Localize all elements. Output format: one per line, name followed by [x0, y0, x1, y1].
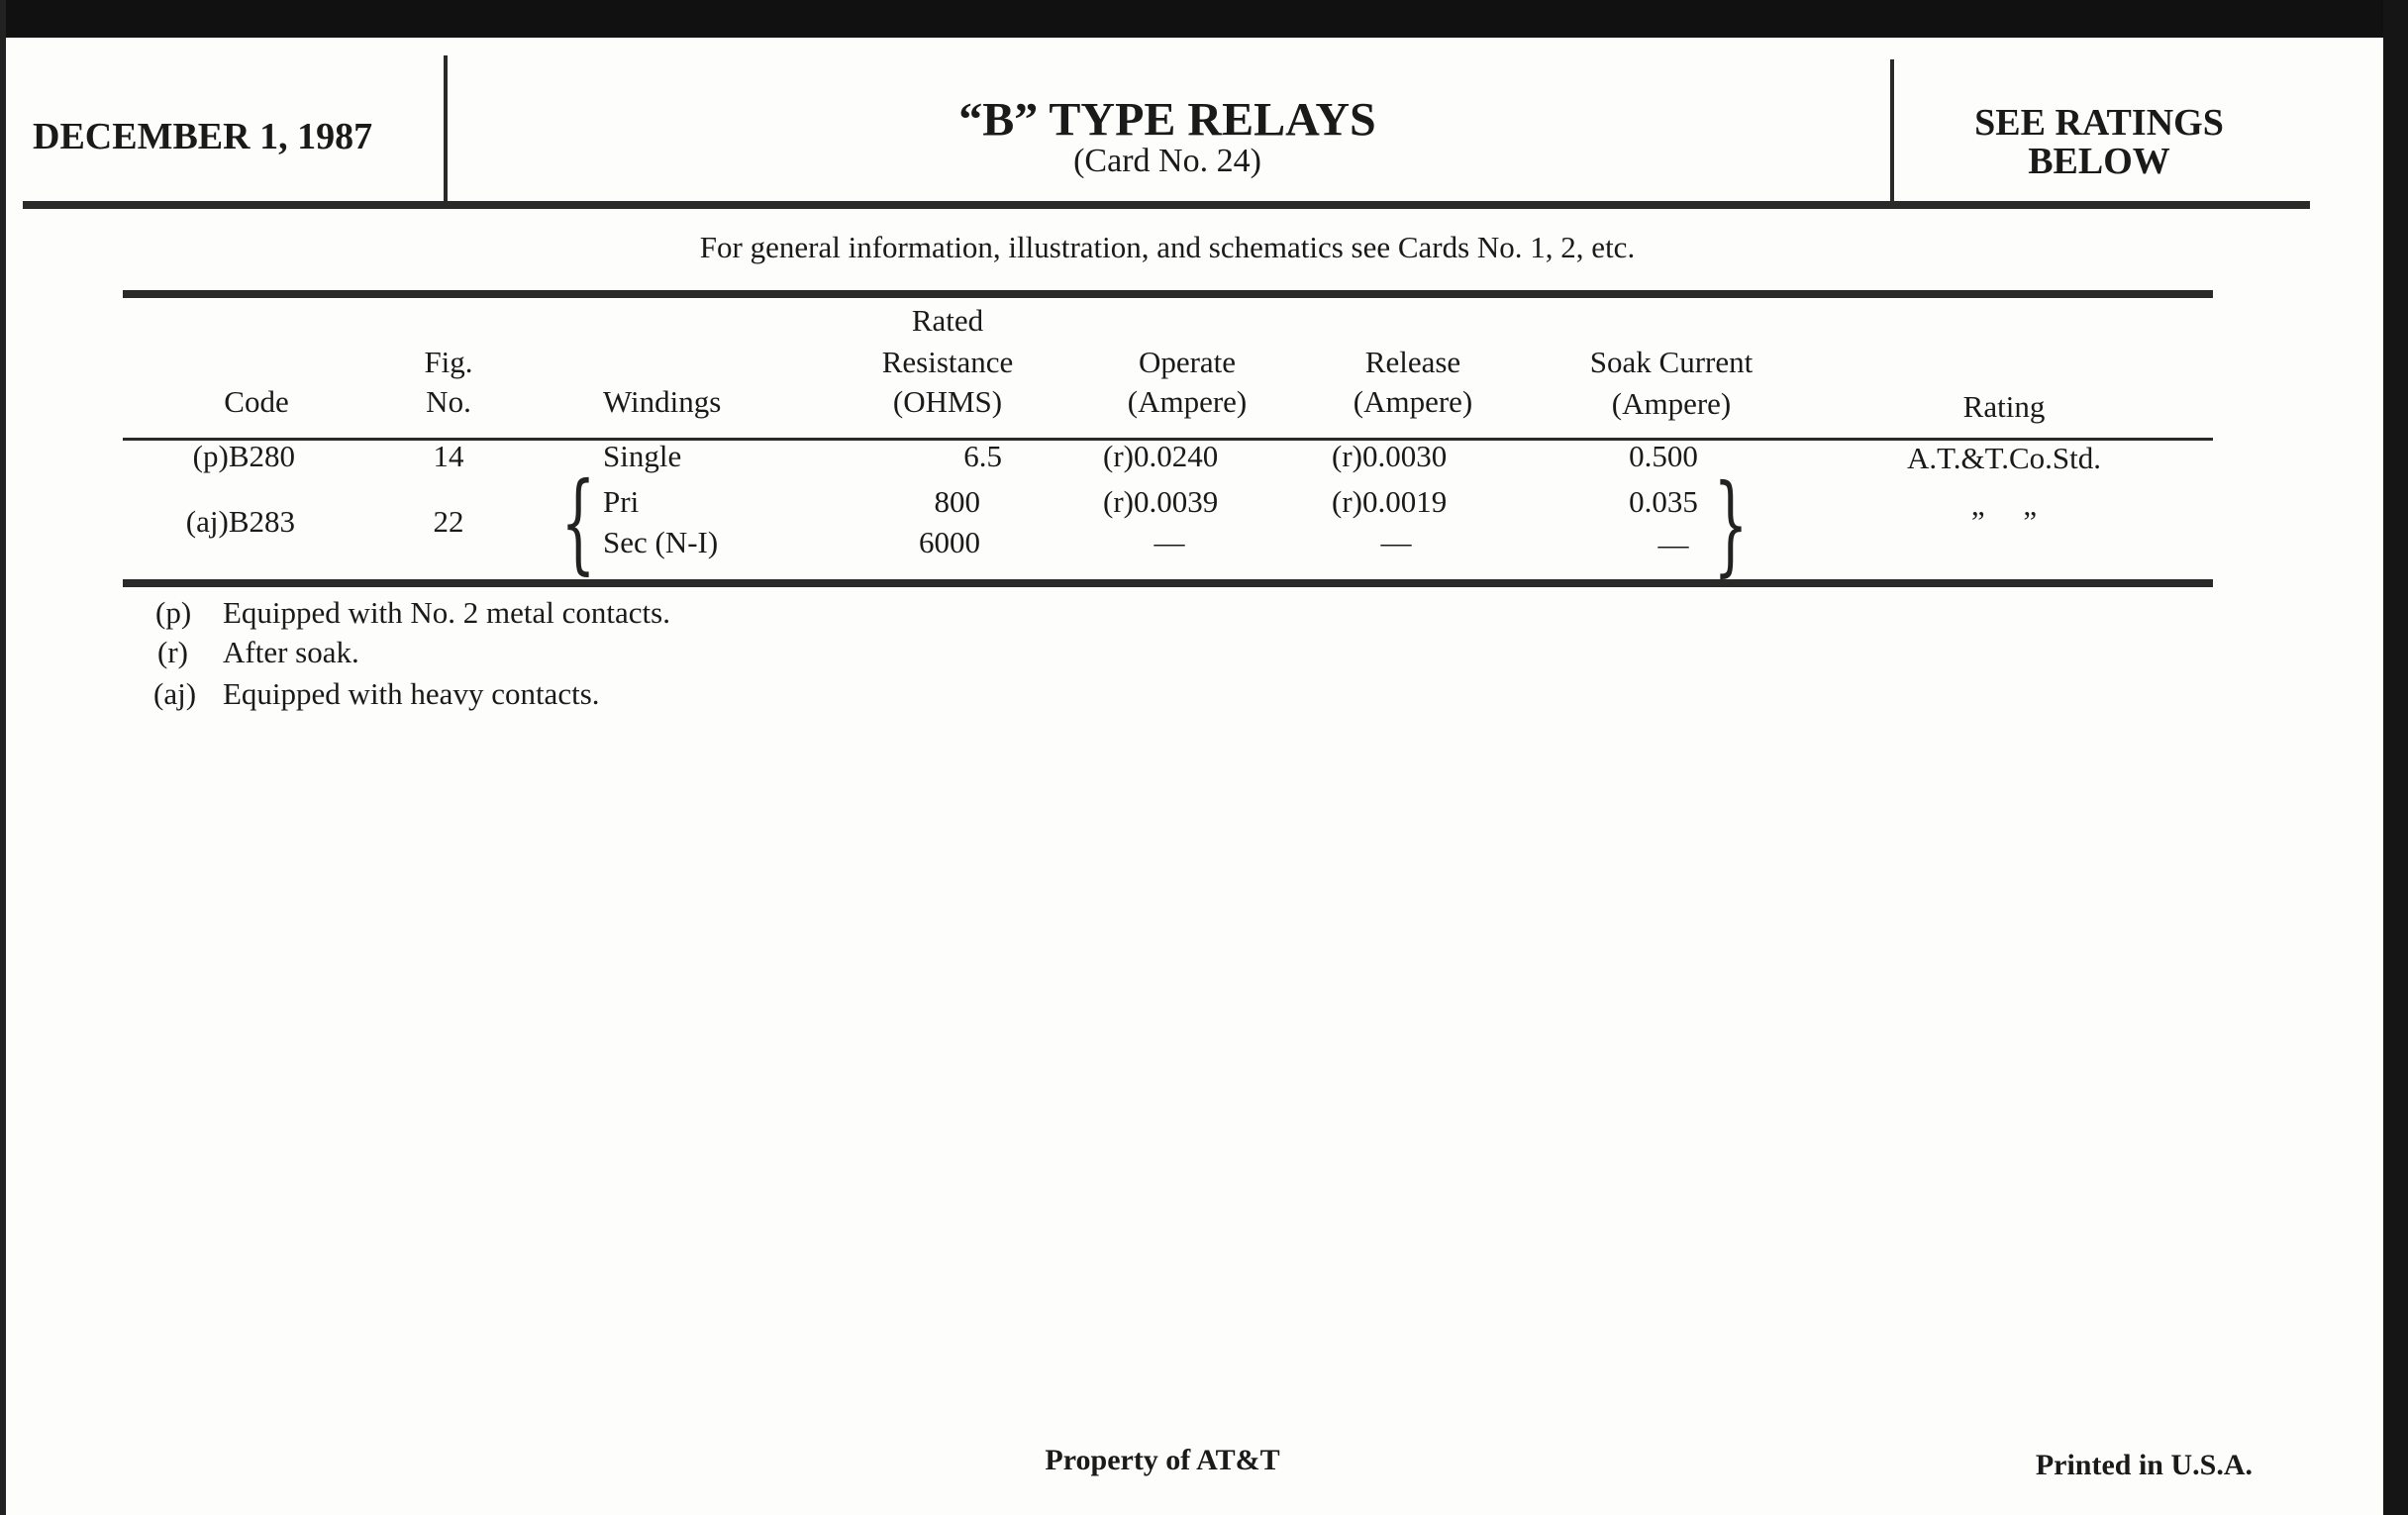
cell-rating: A.T.&T.Co.Std.: [1906, 441, 2102, 475]
table-header-rule: [123, 438, 2213, 441]
header-operate-2: (Ampere): [1127, 384, 1248, 419]
footnote-mark: (r): [157, 635, 188, 669]
header-rating: Rating: [1962, 389, 2046, 424]
footnote-mark: (p): [155, 595, 192, 630]
footnote-text: Equipped with heavy contacts.: [223, 676, 600, 711]
header-fig-1: Fig.: [424, 345, 473, 379]
table-bottom-rule: [123, 579, 2213, 587]
header-divider-left: [444, 55, 448, 202]
footnote-mark: (aj): [153, 676, 197, 711]
property-notice: Property of AT&T: [1045, 1444, 1280, 1476]
header-soak-1: Soak Current: [1589, 345, 1754, 379]
ratings-note-line2: BELOW: [2028, 141, 2170, 182]
header-resistance-1: Rated: [911, 303, 984, 338]
header-resistance-3: (OHMS): [892, 384, 1003, 419]
footnote-text: After soak.: [223, 635, 359, 669]
cell-resistance-sec: 6000: [919, 525, 980, 559]
cell-operate-pri: (r)0.0039: [1103, 484, 1219, 519]
header-soak-2: (Ampere): [1611, 386, 1732, 421]
header-rule: [23, 201, 2310, 209]
header-operate-1: Operate: [1138, 345, 1237, 379]
scan-border-top: [0, 0, 2408, 38]
cell-code: (aj)B283: [185, 504, 295, 539]
header-windings: Windings: [603, 384, 722, 419]
cell-windings: Single: [603, 439, 682, 473]
printed-notice: Printed in U.S.A.: [2035, 1449, 2253, 1481]
cell-windings-sec: Sec (N-I): [603, 525, 719, 559]
ratings-note-line1: SEE RATINGS: [1974, 102, 2224, 144]
cell-rating: ” ”: [1970, 504, 2038, 539]
left-brace-icon: {: [560, 458, 596, 585]
header-resistance-2: Resistance: [881, 345, 1014, 379]
cell-fig: 14: [433, 439, 464, 473]
cell-release-sec: —: [1380, 525, 1412, 559]
cell-release-pri: (r)0.0019: [1332, 484, 1448, 519]
cell-resistance: 6.5: [963, 439, 1002, 473]
page-title: “B” TYPE RELAYS: [958, 93, 1376, 147]
cell-operate: (r)0.0240: [1103, 439, 1219, 473]
scan-border-left: [0, 0, 6, 1515]
cell-soak-sec: —: [1657, 527, 1689, 561]
date: DECEMBER 1, 1987: [33, 116, 373, 157]
cell-release: (r)0.0030: [1332, 439, 1448, 473]
cell-fig: 22: [433, 504, 464, 539]
cell-operate-sec: —: [1154, 525, 1185, 559]
header-fig-2: No.: [426, 384, 471, 419]
table-top-rule: [123, 290, 2213, 298]
scan-border-right: [2383, 0, 2408, 1515]
cell-resistance-pri: 800: [934, 484, 981, 519]
cell-windings-pri: Pri: [603, 484, 640, 519]
header-release-1: Release: [1364, 345, 1461, 379]
right-brace-icon: }: [1713, 460, 1749, 587]
card-number: (Card No. 24): [1073, 143, 1261, 179]
footnote-text: Equipped with No. 2 metal contacts.: [223, 595, 670, 630]
header-release-2: (Ampere): [1353, 384, 1473, 419]
cell-soak-pri: 0.035: [1629, 484, 1698, 519]
cell-code: (p)B280: [192, 439, 295, 473]
header-divider-right: [1890, 59, 1894, 204]
cell-soak: 0.500: [1629, 439, 1698, 473]
info-line: For general information, illustration, a…: [699, 230, 1636, 264]
header-code: Code: [224, 384, 289, 419]
